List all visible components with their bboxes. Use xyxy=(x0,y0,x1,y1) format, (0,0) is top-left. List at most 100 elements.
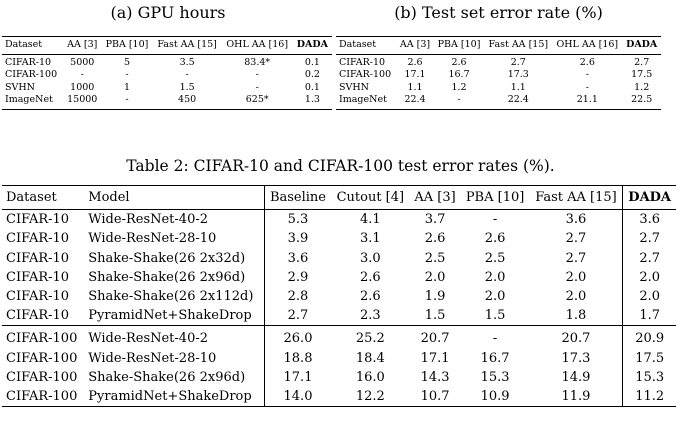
column-header: Fast AA [15] xyxy=(484,36,553,55)
table-row: CIFAR-100 - - - - 0.2 xyxy=(2,69,332,82)
dataset-cell: CIFAR-10 xyxy=(6,289,70,305)
table-row: CIFAR-100 PyramidNet+ShakeDrop 14.0 12.2 10.… xyxy=(2,387,676,408)
value-cell: 14.3 xyxy=(420,369,450,385)
value-cell: 17.3 xyxy=(529,348,624,368)
value-cell: 2.3 xyxy=(331,306,410,327)
value-cell: 2.6 xyxy=(360,269,381,285)
value-cell: - xyxy=(433,94,485,110)
value-cell: 2.9 xyxy=(263,267,332,288)
model-cell: Shake-Shake(26 2x32d) xyxy=(88,250,246,266)
value-cell: 10.9 xyxy=(460,387,530,408)
column-header: OHL AA [16] xyxy=(552,36,623,55)
column-header: DADA xyxy=(622,184,676,211)
table-row: CIFAR-10 5000 5 3.5 83.4* 0.1 xyxy=(2,54,332,69)
dataset-cell: CIFAR-10 xyxy=(5,56,52,68)
dataset-cell: CIFAR-100 xyxy=(6,350,78,366)
value-cell: 2.0 xyxy=(484,269,506,285)
model-cell: Wide-ResNet-28-10 xyxy=(88,231,217,247)
value-cell: 22.4 xyxy=(396,94,434,110)
value-cell: 5.3 xyxy=(263,209,332,230)
value-cell: 2.6 xyxy=(579,56,595,68)
value-cell: 16.7 xyxy=(480,350,510,366)
value-cell: 20.7 xyxy=(529,325,624,349)
column-header: Cutout [4] xyxy=(331,184,410,211)
value-cell: 4.1 xyxy=(360,212,381,228)
value-cell: - xyxy=(185,69,189,80)
value-cell: 3.6 xyxy=(529,209,624,230)
value-cell: 17.1 xyxy=(420,350,450,366)
value-cell: 2.7 xyxy=(263,306,332,327)
value-cell: 1.8 xyxy=(529,306,624,327)
value-cell: 2.7 xyxy=(529,248,624,268)
value-cell: 1.2 xyxy=(634,81,650,93)
value-cell: 2.5 xyxy=(484,250,506,266)
dataset-cell: ImageNet xyxy=(2,94,64,110)
model-cell: Wide-ResNet-40-2 xyxy=(88,212,209,228)
dataset-cell: CIFAR-100 xyxy=(5,69,58,80)
table-b-caption: (b) Test set error rate (%) xyxy=(394,3,603,22)
value-cell: 2.6 xyxy=(451,56,467,68)
header-row: Dataset Model Baseline Cutout [4] AA [3] PBA … xyxy=(2,184,676,211)
value-cell: 2.0 xyxy=(424,269,446,285)
dataset-cell: CIFAR-10 xyxy=(339,56,386,68)
table-row: CIFAR-10 Shake-Shake(26 2x96d) 2.9 2.6 2.0 2.… xyxy=(2,267,676,288)
dataset-cell: CIFAR-100 xyxy=(6,369,78,385)
value-cell: 3.6 xyxy=(639,212,661,228)
value-cell: 2.0 xyxy=(639,269,661,285)
value-cell: 3.5 xyxy=(179,56,195,68)
dataset-cell: ImageNet xyxy=(336,94,397,110)
value-cell: 2.8 xyxy=(263,287,332,307)
value-cell: 2.0 xyxy=(529,267,624,288)
value-cell: 17.1 xyxy=(263,367,332,388)
value-cell: - xyxy=(492,212,498,228)
column-header: DADA xyxy=(292,36,332,55)
value-cell: 16.0 xyxy=(355,369,385,385)
value-cell: 15.3 xyxy=(635,369,665,385)
value-cell: 2.6 xyxy=(360,289,381,305)
column-header: PBA [10] xyxy=(433,36,485,55)
header-row: Dataset AA [3] PBA [10] Fast AA [15] OHL AA … xyxy=(336,36,661,55)
column-header: AA [3] xyxy=(409,184,461,211)
value-cell: 2.0 xyxy=(639,289,661,305)
model-cell: Shake-Shake(26 2x112d) xyxy=(88,289,254,305)
table-row: CIFAR-100 Wide-ResNet-28-10 18.8 18.4 17.1 16… xyxy=(2,348,676,368)
value-cell: 17.1 xyxy=(404,69,426,80)
value-cell: - xyxy=(101,94,153,110)
test-error-table: Dataset AA [3] PBA [10] Fast AA [15] OHL AA … xyxy=(336,36,661,110)
column-header: PBA [10] xyxy=(101,36,153,55)
value-cell: 18.8 xyxy=(263,348,332,368)
value-cell: 5 xyxy=(123,56,130,68)
column-header: Baseline xyxy=(263,184,332,211)
column-header: DADA xyxy=(622,36,661,55)
value-cell: 17.5 xyxy=(631,69,653,80)
value-cell: 15000 xyxy=(63,94,102,110)
value-cell: 2.6 xyxy=(424,231,446,247)
value-cell: 1 xyxy=(123,81,130,93)
column-header: Fast AA [15] xyxy=(529,184,624,211)
table-row: ImageNet 22.4-22.4 21.1 22.5 xyxy=(336,94,661,110)
table-row: SVHN 1000 1 1.5 - 0.1 xyxy=(2,82,332,95)
value-cell: 1.5 xyxy=(409,306,461,327)
dataset-cell: CIFAR-100 xyxy=(6,331,78,347)
value-cell: 15.3 xyxy=(480,369,510,385)
value-cell: 1.5 xyxy=(460,306,530,327)
value-cell: 22.5 xyxy=(622,94,661,110)
value-cell: 25.2 xyxy=(355,331,385,347)
value-cell: 5000 xyxy=(70,56,95,68)
value-cell: 2.6 xyxy=(407,56,423,68)
table-row: CIFAR-10 Shake-Shake(26 2x32d) 3.6 3.0 2.5 2.… xyxy=(2,248,676,268)
table-2-caption: Table 2: CIFAR-10 and CIFAR-100 test err… xyxy=(126,157,555,175)
value-cell: 2.7 xyxy=(639,250,661,266)
value-cell: 83.4* xyxy=(244,56,271,68)
column-header: OHL AA [16] xyxy=(221,36,293,55)
value-cell: 2.0 xyxy=(529,287,624,307)
value-cell: 14.0 xyxy=(263,387,332,408)
value-cell: 1000 xyxy=(70,81,95,93)
table-row: CIFAR-10 PyramidNet+ShakeDrop 2.7 2.3 1.5 1.5… xyxy=(2,306,676,327)
table-row: CIFAR-100 Wide-ResNet-40-2 26.0 25.2 20.7 - 20… xyxy=(2,325,676,349)
value-cell: 0.1 xyxy=(304,81,320,93)
value-cell: 2.7 xyxy=(634,56,650,68)
column-header: Dataset xyxy=(336,36,397,55)
value-cell: 1.7 xyxy=(622,306,676,327)
value-cell: 17.5 xyxy=(635,350,665,366)
